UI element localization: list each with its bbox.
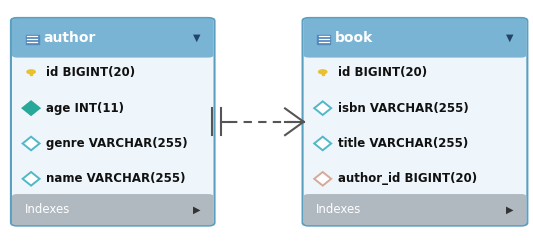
Polygon shape xyxy=(22,172,39,186)
Polygon shape xyxy=(22,137,39,150)
Text: Indexes: Indexes xyxy=(25,203,70,216)
Text: id BIGINT(20): id BIGINT(20) xyxy=(46,66,135,79)
Text: name VARCHAR(255): name VARCHAR(255) xyxy=(46,172,185,185)
Bar xyxy=(26,35,38,44)
Bar xyxy=(30,72,32,75)
Text: ▼: ▼ xyxy=(506,33,513,43)
Polygon shape xyxy=(314,101,331,115)
FancyBboxPatch shape xyxy=(12,194,214,225)
Polygon shape xyxy=(314,172,331,186)
Text: author: author xyxy=(43,31,95,45)
Circle shape xyxy=(27,70,35,74)
FancyBboxPatch shape xyxy=(11,18,215,226)
Bar xyxy=(17,43,208,55)
Text: ▼: ▼ xyxy=(193,33,200,43)
Text: isbn VARCHAR(255): isbn VARCHAR(255) xyxy=(337,102,469,115)
FancyBboxPatch shape xyxy=(304,18,526,58)
Text: author_id BIGINT(20): author_id BIGINT(20) xyxy=(337,172,477,185)
Circle shape xyxy=(319,70,327,74)
FancyBboxPatch shape xyxy=(12,18,214,58)
FancyBboxPatch shape xyxy=(303,18,527,226)
Bar xyxy=(309,197,521,206)
Text: Indexes: Indexes xyxy=(317,203,362,216)
Text: title VARCHAR(255): title VARCHAR(255) xyxy=(337,137,468,150)
Text: id BIGINT(20): id BIGINT(20) xyxy=(337,66,427,79)
Text: genre VARCHAR(255): genre VARCHAR(255) xyxy=(46,137,188,150)
Text: ▶: ▶ xyxy=(193,205,200,215)
Bar xyxy=(309,43,521,55)
FancyBboxPatch shape xyxy=(304,194,526,225)
Polygon shape xyxy=(314,137,331,150)
Bar xyxy=(317,35,330,44)
Bar xyxy=(322,72,324,75)
Polygon shape xyxy=(22,101,39,115)
Text: ▶: ▶ xyxy=(506,205,513,215)
Bar xyxy=(17,197,208,206)
Text: book: book xyxy=(335,31,373,45)
Text: age INT(11): age INT(11) xyxy=(46,102,124,115)
